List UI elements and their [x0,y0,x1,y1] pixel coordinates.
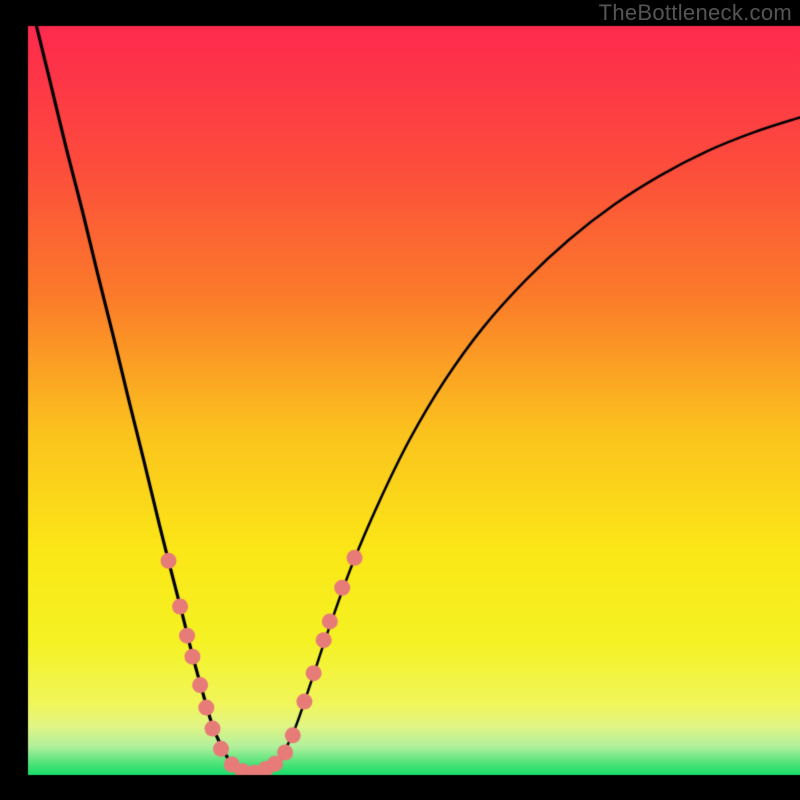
bottleneck-curve-chart [0,0,800,800]
chart-stage: TheBottleneck.com [0,0,800,800]
